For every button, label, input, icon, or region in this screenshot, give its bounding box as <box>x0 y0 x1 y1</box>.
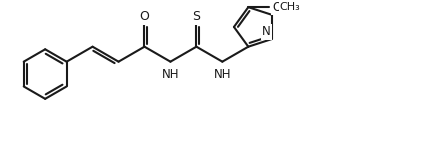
Text: NH: NH <box>214 68 231 82</box>
Text: CH₃: CH₃ <box>280 2 300 12</box>
Text: O: O <box>140 10 149 23</box>
Text: NH: NH <box>162 68 179 82</box>
Text: O: O <box>272 1 281 14</box>
Text: S: S <box>192 10 200 23</box>
Text: N: N <box>262 25 271 38</box>
